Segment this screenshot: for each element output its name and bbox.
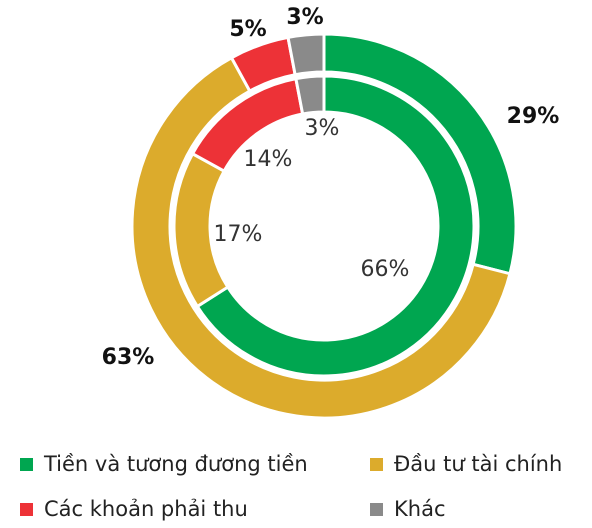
legend-swatch xyxy=(20,458,33,471)
legend-text: Khác xyxy=(394,497,446,521)
inner-label: 17% xyxy=(214,222,263,247)
outer-label: 5% xyxy=(229,17,266,42)
legend-text: Các khoản phải thu xyxy=(44,497,248,521)
donut-segment xyxy=(195,74,476,378)
outer-label: 63% xyxy=(102,345,155,370)
donut-segment xyxy=(294,74,326,116)
donut-segment xyxy=(130,55,512,420)
inner-label: 66% xyxy=(361,257,410,282)
legend-text: Đầu tư tài chính xyxy=(394,452,562,476)
inner-label: 3% xyxy=(305,116,340,141)
legend-text: Tiền và tương đương tiền xyxy=(43,452,308,476)
legend-swatch xyxy=(20,503,33,516)
legend-swatch xyxy=(370,458,383,471)
legend-swatch xyxy=(370,503,383,516)
donut-segment xyxy=(286,32,326,77)
outer-label: 29% xyxy=(507,104,560,129)
inner-label: 14% xyxy=(244,147,293,172)
outer-label: 3% xyxy=(286,5,323,30)
